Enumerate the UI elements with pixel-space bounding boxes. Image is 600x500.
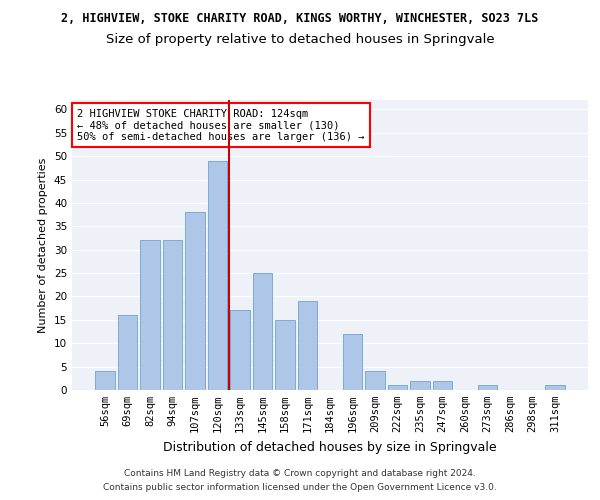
Bar — [253, 273, 272, 390]
Bar — [118, 315, 137, 390]
Bar — [208, 161, 227, 390]
Text: 2 HIGHVIEW STOKE CHARITY ROAD: 124sqm
← 48% of detached houses are smaller (130): 2 HIGHVIEW STOKE CHARITY ROAD: 124sqm ← … — [77, 108, 365, 142]
Bar — [275, 320, 295, 390]
Text: Contains public sector information licensed under the Open Government Licence v3: Contains public sector information licen… — [103, 484, 497, 492]
Text: 2, HIGHVIEW, STOKE CHARITY ROAD, KINGS WORTHY, WINCHESTER, SO23 7LS: 2, HIGHVIEW, STOKE CHARITY ROAD, KINGS W… — [61, 12, 539, 26]
Bar — [343, 334, 362, 390]
Bar — [95, 372, 115, 390]
Text: Contains HM Land Registry data © Crown copyright and database right 2024.: Contains HM Land Registry data © Crown c… — [124, 468, 476, 477]
Bar — [230, 310, 250, 390]
Bar — [365, 372, 385, 390]
Bar — [478, 386, 497, 390]
Y-axis label: Number of detached properties: Number of detached properties — [38, 158, 49, 332]
Bar — [410, 380, 430, 390]
Bar — [185, 212, 205, 390]
Bar — [140, 240, 160, 390]
Bar — [388, 386, 407, 390]
Text: Size of property relative to detached houses in Springvale: Size of property relative to detached ho… — [106, 32, 494, 46]
Bar — [545, 386, 565, 390]
Bar — [433, 380, 452, 390]
X-axis label: Distribution of detached houses by size in Springvale: Distribution of detached houses by size … — [163, 440, 497, 454]
Bar — [163, 240, 182, 390]
Bar — [298, 301, 317, 390]
